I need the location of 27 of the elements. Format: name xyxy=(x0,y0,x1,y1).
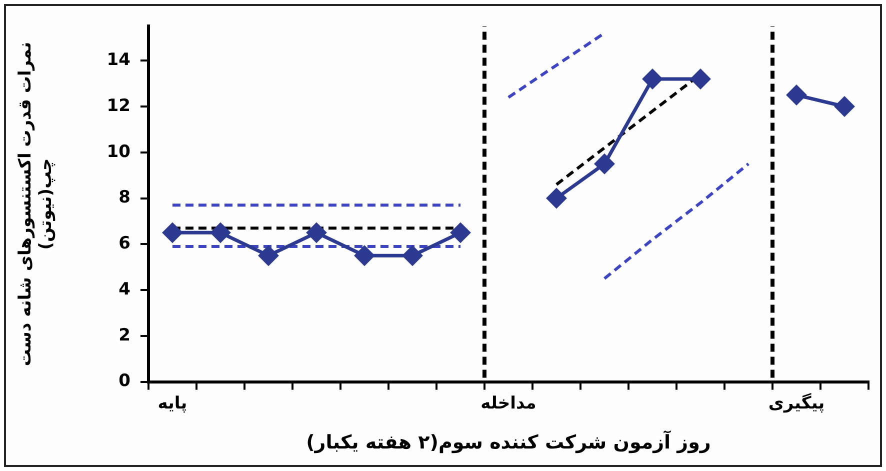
x-axis-title: روز آزمون شرکت کننده سوم(۲ هفته یکبار) xyxy=(306,430,711,454)
y-tick-label: 6 xyxy=(118,234,130,254)
y-tick-label: 4 xyxy=(118,279,131,300)
point xyxy=(162,222,182,242)
point xyxy=(354,246,374,266)
line-series xyxy=(602,162,750,280)
point xyxy=(210,222,230,242)
point xyxy=(642,69,662,89)
point xyxy=(450,222,470,242)
y-tick-label: 10 xyxy=(106,142,131,162)
point xyxy=(306,222,326,242)
point xyxy=(594,154,614,174)
x-tick-label: پایه xyxy=(158,393,188,414)
point xyxy=(786,85,806,105)
x-tick-label: مداخله xyxy=(480,393,536,414)
y-axis-title: نمرات قدرت اکستنسورهای شانه دست چپ(نیوتن) xyxy=(16,42,56,366)
point xyxy=(690,69,710,89)
y-tick-label: 12 xyxy=(106,96,130,116)
point xyxy=(258,246,278,266)
y-tick-label: 8 xyxy=(118,188,130,208)
y-tick-label: 2 xyxy=(118,325,130,346)
point xyxy=(834,96,854,116)
y-tick-label: 0 xyxy=(118,371,131,392)
point xyxy=(402,246,422,266)
point xyxy=(546,188,566,208)
y-tick-label: 14 xyxy=(106,50,131,70)
x-tick-label: پیگیری xyxy=(768,392,825,414)
